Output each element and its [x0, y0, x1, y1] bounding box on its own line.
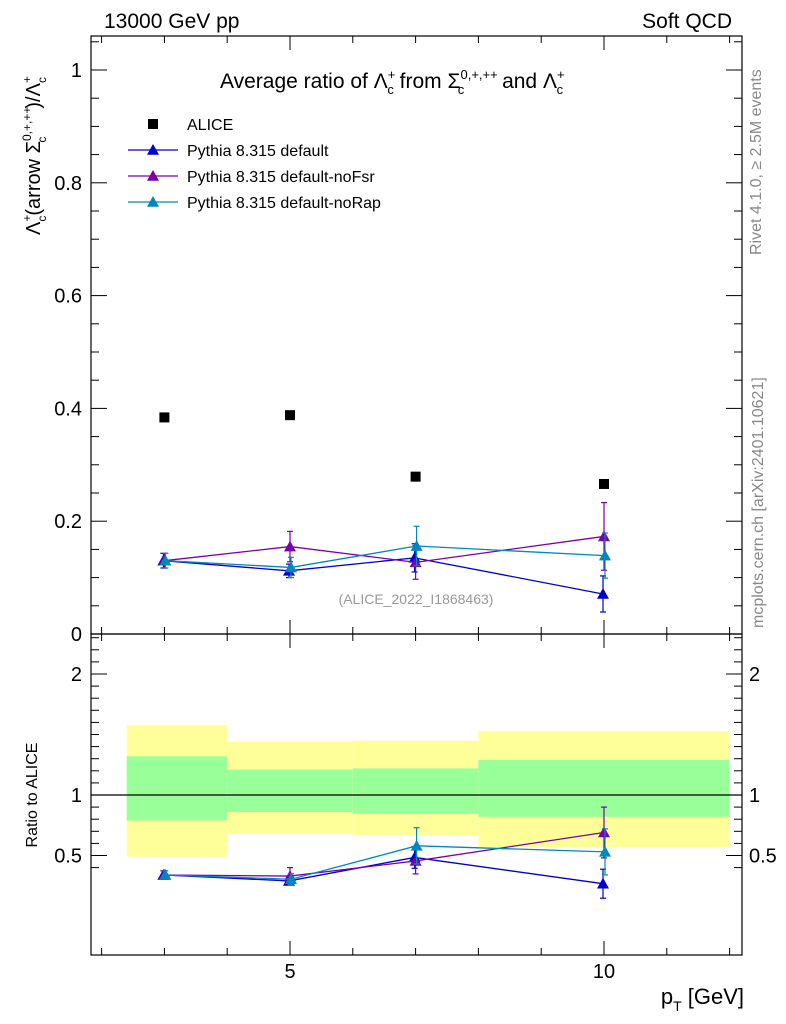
band-inner-bin: [227, 769, 353, 812]
ratio-point-noRap: [159, 868, 172, 880]
ratio-point-default: [597, 877, 609, 889]
main-y-tick-label: 0.2: [54, 511, 82, 533]
ratio-line-noFsr: [164, 831, 605, 877]
ratio-y-tick-label-left: 0.5: [54, 846, 82, 868]
main-y-zero-label: 0: [71, 624, 82, 646]
main-y-tick-label: 1: [71, 60, 82, 82]
main-point-noRap: [410, 540, 423, 551]
ratio-point-noRap: [285, 873, 297, 885]
legend-marker-alice: [148, 119, 158, 129]
band-inner-bin: [126, 756, 228, 821]
main-point-default: [597, 587, 609, 599]
legend-label-noFsr: Pythia 8.315 default-noFsr: [187, 169, 375, 186]
ylabel-lambda-sub: c: [35, 216, 49, 222]
ylabel-lambda2-sup: +: [20, 76, 34, 83]
main-y-axis-label: Λ+c(arrow Σ0,+,++c)/Λ+c: [20, 76, 49, 235]
main-point-alice: [285, 410, 295, 421]
axis-ticks: [91, 36, 742, 955]
ratio-data-layer: [157, 806, 611, 899]
ratio-y-tick-label-right: 1: [749, 785, 760, 807]
plot-title: Average ratio of Λ+ c from Σ0,+,++ c and Λ…: [220, 67, 565, 97]
title-prefix: Average ratio of: [220, 70, 374, 93]
ylabel-end: )/: [23, 96, 45, 109]
ratio-line-default: [163, 856, 604, 885]
ratio-point-noRap: [410, 839, 423, 851]
main-point-alice: [159, 412, 170, 423]
title-from: from: [394, 70, 448, 93]
title-and: and: [496, 70, 543, 93]
title-lambda2-sub: c: [557, 82, 564, 97]
legend-label-alice: ALICE: [187, 117, 233, 134]
title-lambda2: Λ: [543, 70, 557, 93]
analysis-id-label: (ALICE_2022_I1868463): [339, 591, 494, 607]
ratio-point-noRap: [599, 845, 611, 857]
x-axis-label: pT [GeV]: [661, 984, 744, 1014]
main-point-noFsr: [284, 540, 296, 552]
title-lambda-sup: +: [388, 67, 396, 82]
main-point-noRap: [159, 554, 172, 566]
legend-label-noRap: Pythia 8.315 default-noRap: [187, 195, 381, 212]
main-point-alice: [599, 478, 609, 489]
ratio-line-noRap: [165, 845, 606, 880]
title-sigma-sup: 0,+,++: [461, 67, 498, 82]
title-lambda: Λ: [374, 70, 388, 93]
ylabel-lambda-sup: +: [20, 215, 34, 222]
main-y-tick-label: 0.8: [54, 173, 82, 195]
main-y-tick-label: 0.4: [54, 398, 82, 420]
legend-label-default: Pythia 8.315 default: [187, 143, 329, 160]
main-point-noFsr: [598, 530, 610, 542]
main-point-noRap: [285, 561, 297, 573]
main-point-default: [408, 551, 421, 563]
ratio-y-tick-label-right: 2: [749, 664, 760, 686]
ratio-y-tick-label-left: 2: [71, 664, 82, 686]
ratio-point-noFsr: [598, 826, 610, 838]
main-data-layer: [157, 410, 611, 613]
title-lambda2-sup: +: [557, 67, 565, 82]
main-y-tick-label: 0.6: [54, 286, 82, 308]
process-label: Soft QCD: [642, 10, 732, 33]
energy-label: 13000 GeV pp: [104, 10, 239, 33]
x-tick-label: 5: [284, 961, 295, 983]
ylabel-lambda2: Λ: [23, 82, 45, 96]
legend-marker-default: [147, 144, 159, 155]
legend-marker-noFsr: [147, 170, 159, 181]
x-tick-label: 10: [593, 961, 615, 983]
main-point-noRap: [599, 549, 611, 561]
legend-marker-noRap: [147, 196, 159, 207]
rivet-version-label: Rivet 4.1.0, ≥ 2.5M events: [748, 69, 765, 255]
main-point-noFsr: [409, 556, 422, 568]
main-line-noFsr: [164, 535, 605, 564]
ylabel-sigma-sub: c: [35, 137, 49, 143]
main-point-alice: [410, 471, 421, 482]
legend: ALICE Pythia 8.315 default Pythia 8.315 de…: [128, 117, 381, 212]
ylabel-mid: (arrow: [23, 153, 45, 215]
ratio-point-noFsr: [409, 854, 422, 866]
xlabel-p: p: [661, 984, 673, 1009]
title-sigma: Σ: [448, 70, 461, 93]
ratio-y-axis-label: Ratio to ALICE: [24, 743, 41, 848]
ylabel-lambda: Λ: [23, 221, 45, 235]
main-line-default: [163, 557, 604, 595]
ylabel-sigma-sup: 0,+,++: [20, 107, 34, 141]
main-line-noRap: [165, 545, 606, 569]
ylabel-sigma: Σ: [23, 141, 45, 153]
title-lambda-sub: c: [387, 82, 394, 97]
ratio-y-tick-label-left: 1: [71, 785, 82, 807]
xlabel-unit: [GeV]: [682, 984, 744, 1009]
xlabel-sub: T: [673, 998, 682, 1014]
title-sigma-sub: c: [458, 82, 465, 97]
mcplots-source-label: mcplots.cern.ch [arXiv:2401.10621]: [750, 377, 767, 628]
ylabel-lambda2-sub: c: [35, 77, 49, 83]
band-inner-bin: [352, 768, 479, 814]
ratio-y-tick-label-right: 0.5: [749, 846, 777, 868]
